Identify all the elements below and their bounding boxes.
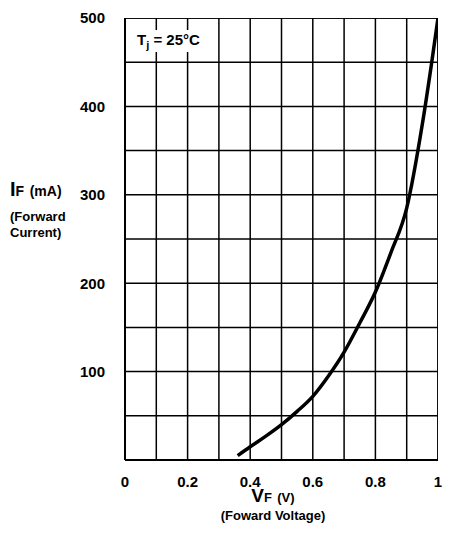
html-text:VF (V): VF (V) xyxy=(251,485,295,506)
svg-text:200: 200 xyxy=(80,275,105,292)
html-text:Tj = 25°C: Tj = 25°C xyxy=(137,31,200,51)
svg-text:300: 300 xyxy=(80,186,105,203)
svg-text:0.4: 0.4 xyxy=(239,472,261,490)
svg-text:0.2: 0.2 xyxy=(177,473,198,490)
svg-text:0: 0 xyxy=(121,473,129,490)
html-text:(Forward Current): (Forward Current) xyxy=(10,209,66,240)
svg-text:1: 1 xyxy=(434,473,442,490)
html-text:(Foward Voltage): (Foward Voltage) xyxy=(220,508,326,523)
svg-text:0.6: 0.6 xyxy=(302,473,323,490)
svg-text:400: 400 xyxy=(80,98,105,115)
html-text:IF (mA): IF (mA) xyxy=(10,178,62,200)
svg-text:500: 500 xyxy=(80,9,105,26)
svg-text:100: 100 xyxy=(80,363,105,380)
svg-text:0.8: 0.8 xyxy=(365,473,386,490)
